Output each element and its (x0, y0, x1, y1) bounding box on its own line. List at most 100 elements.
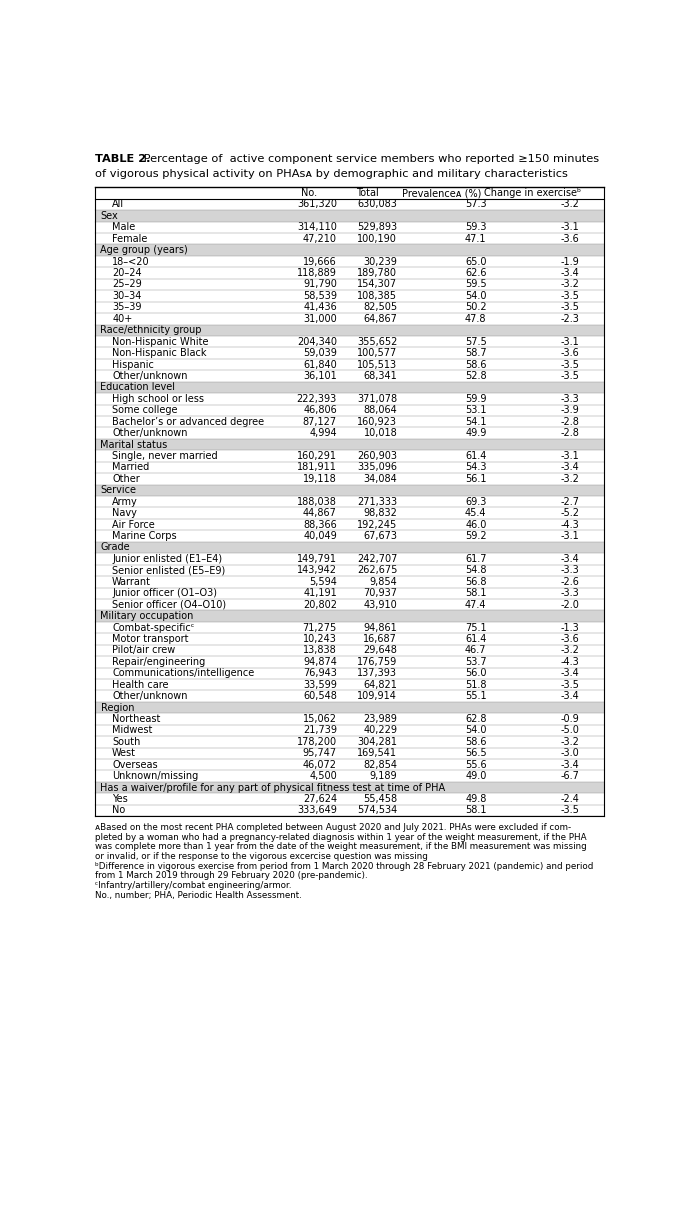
Bar (95, 805, 605, 816)
Text: 91,790: 91,790 (303, 280, 337, 290)
Text: 20,802: 20,802 (303, 599, 337, 609)
Text: 137,393: 137,393 (357, 668, 397, 679)
Bar (95, 473, 605, 484)
Text: Army: Army (112, 497, 138, 506)
Text: 60,548: 60,548 (303, 691, 337, 701)
Bar (95, 416, 605, 427)
Text: Pilot/air crew: Pilot/air crew (112, 646, 175, 656)
Text: 23,989: 23,989 (363, 714, 397, 724)
Text: -3.4: -3.4 (561, 268, 579, 278)
Text: 54.8: 54.8 (465, 565, 486, 575)
Text: Junior officer (O1–O3): Junior officer (O1–O3) (112, 588, 217, 598)
Text: 13,838: 13,838 (303, 646, 337, 656)
Text: 88,064: 88,064 (364, 405, 397, 416)
Text: 58.1: 58.1 (465, 806, 486, 816)
Bar (95, 621, 605, 634)
Text: 361,320: 361,320 (297, 199, 337, 209)
Text: Marital status: Marital status (101, 439, 168, 450)
Text: of vigorous physical activity on PHAsᴀ by demographic and military characteristi: of vigorous physical activity on PHAsᴀ b… (95, 169, 568, 179)
Text: 204,340: 204,340 (297, 336, 337, 346)
Text: -5.0: -5.0 (560, 725, 579, 735)
Text: 46,072: 46,072 (303, 759, 337, 769)
Text: 69.3: 69.3 (465, 497, 486, 506)
Text: 61.4: 61.4 (465, 451, 486, 461)
Text: ᴀBased on the most recent PHA completed between August 2020 and July 2021. PHAs : ᴀBased on the most recent PHA completed … (95, 823, 571, 832)
Text: 56.8: 56.8 (465, 577, 486, 587)
Text: -2.6: -2.6 (560, 577, 579, 587)
Text: Service: Service (101, 486, 137, 495)
Text: 4,500: 4,500 (309, 772, 337, 781)
Text: 262,675: 262,675 (357, 565, 397, 575)
Text: 333,649: 333,649 (297, 806, 337, 816)
Text: Prevalenceᴀ (%): Prevalenceᴀ (%) (402, 188, 481, 198)
Text: Midwest: Midwest (112, 725, 152, 735)
Text: Bachelor’s or advanced degree: Bachelor’s or advanced degree (112, 417, 265, 427)
Text: -6.7: -6.7 (560, 772, 579, 781)
Bar (95, 713, 605, 725)
Bar (95, 497, 605, 508)
Text: 36,101: 36,101 (303, 371, 337, 382)
Text: Education level: Education level (101, 383, 175, 393)
Bar (95, 645, 605, 656)
Text: Junior enlisted (E1–E4): Junior enlisted (E1–E4) (112, 554, 222, 564)
Text: Other: Other (112, 473, 140, 484)
Text: Female: Female (112, 234, 148, 243)
Text: 59.9: 59.9 (465, 394, 486, 404)
Text: 65.0: 65.0 (465, 257, 486, 267)
Text: 53.1: 53.1 (465, 405, 486, 416)
Text: 82,854: 82,854 (363, 759, 397, 769)
Text: Some college: Some college (112, 405, 177, 416)
Text: 31,000: 31,000 (303, 314, 337, 324)
Text: 58.7: 58.7 (465, 349, 486, 358)
Text: 355,652: 355,652 (357, 336, 397, 346)
Text: Single, never married: Single, never married (112, 451, 218, 461)
Text: 75.1: 75.1 (465, 623, 486, 632)
Text: 54.0: 54.0 (465, 725, 486, 735)
Text: 46.0: 46.0 (465, 520, 486, 530)
Bar (95, 324, 605, 336)
Text: 314,110: 314,110 (297, 223, 337, 232)
Text: 109,914: 109,914 (358, 691, 397, 701)
Text: 55.6: 55.6 (465, 759, 486, 769)
Text: 118,889: 118,889 (297, 268, 337, 278)
Text: 49.0: 49.0 (465, 772, 486, 781)
Text: -3.4: -3.4 (561, 554, 579, 564)
Bar (95, 393, 605, 405)
Text: Communications/intelligence: Communications/intelligence (112, 668, 254, 679)
Text: 41,191: 41,191 (303, 588, 337, 598)
Text: -0.9: -0.9 (561, 714, 579, 724)
Text: -3.1: -3.1 (561, 451, 579, 461)
Text: 271,333: 271,333 (357, 497, 397, 506)
Text: Senior officer (O4–O10): Senior officer (O4–O10) (112, 599, 226, 609)
Text: 61,840: 61,840 (303, 360, 337, 369)
Text: -2.7: -2.7 (560, 497, 579, 506)
Text: was complete more than 1 year from the date of the weight measurement, if the BM: was complete more than 1 year from the d… (95, 843, 587, 851)
Text: -3.5: -3.5 (560, 360, 579, 369)
Bar (95, 268, 605, 279)
Bar (95, 508, 605, 519)
Text: -3.2: -3.2 (560, 199, 579, 209)
Text: 242,707: 242,707 (357, 554, 397, 564)
Text: Sex: Sex (101, 210, 118, 221)
Text: 70,937: 70,937 (363, 588, 397, 598)
Text: 58,539: 58,539 (303, 291, 337, 301)
Text: from 1 March 2019 through 29 February 2020 (pre-pandemic).: from 1 March 2019 through 29 February 20… (95, 871, 368, 881)
Bar (95, 656, 605, 668)
Text: -3.5: -3.5 (560, 680, 579, 690)
Text: 51.8: 51.8 (465, 680, 486, 690)
Text: 47.4: 47.4 (465, 599, 486, 609)
Text: 62.8: 62.8 (465, 714, 486, 724)
Text: -3.6: -3.6 (561, 349, 579, 358)
Text: -3.2: -3.2 (560, 646, 579, 656)
Text: 46,806: 46,806 (303, 405, 337, 416)
Text: Non-Hispanic White: Non-Hispanic White (112, 336, 209, 346)
Text: 40+: 40+ (112, 314, 133, 324)
Text: All: All (112, 199, 124, 209)
Bar (95, 668, 605, 679)
Text: 40,229: 40,229 (363, 725, 397, 735)
Text: Unknown/missing: Unknown/missing (112, 772, 199, 781)
Text: 5,594: 5,594 (309, 577, 337, 587)
Text: 44,867: 44,867 (303, 509, 337, 519)
Text: -3.4: -3.4 (561, 668, 579, 679)
Text: -3.5: -3.5 (560, 806, 579, 816)
